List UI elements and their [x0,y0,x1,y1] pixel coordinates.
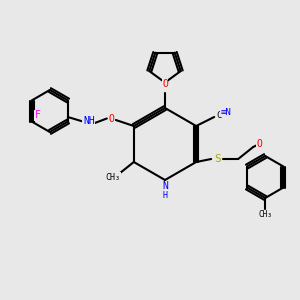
Text: CH₃: CH₃ [105,172,120,182]
Text: CH₃: CH₃ [258,210,272,219]
Text: O: O [162,79,168,89]
Text: NH: NH [83,116,95,127]
Text: ≡N: ≡N [221,108,232,117]
Text: H: H [163,190,167,200]
Text: S: S [214,154,220,164]
Text: O: O [108,113,114,124]
Text: C: C [216,111,221,120]
Text: N: N [162,181,168,191]
Text: F: F [35,110,41,121]
Text: O: O [256,139,262,149]
